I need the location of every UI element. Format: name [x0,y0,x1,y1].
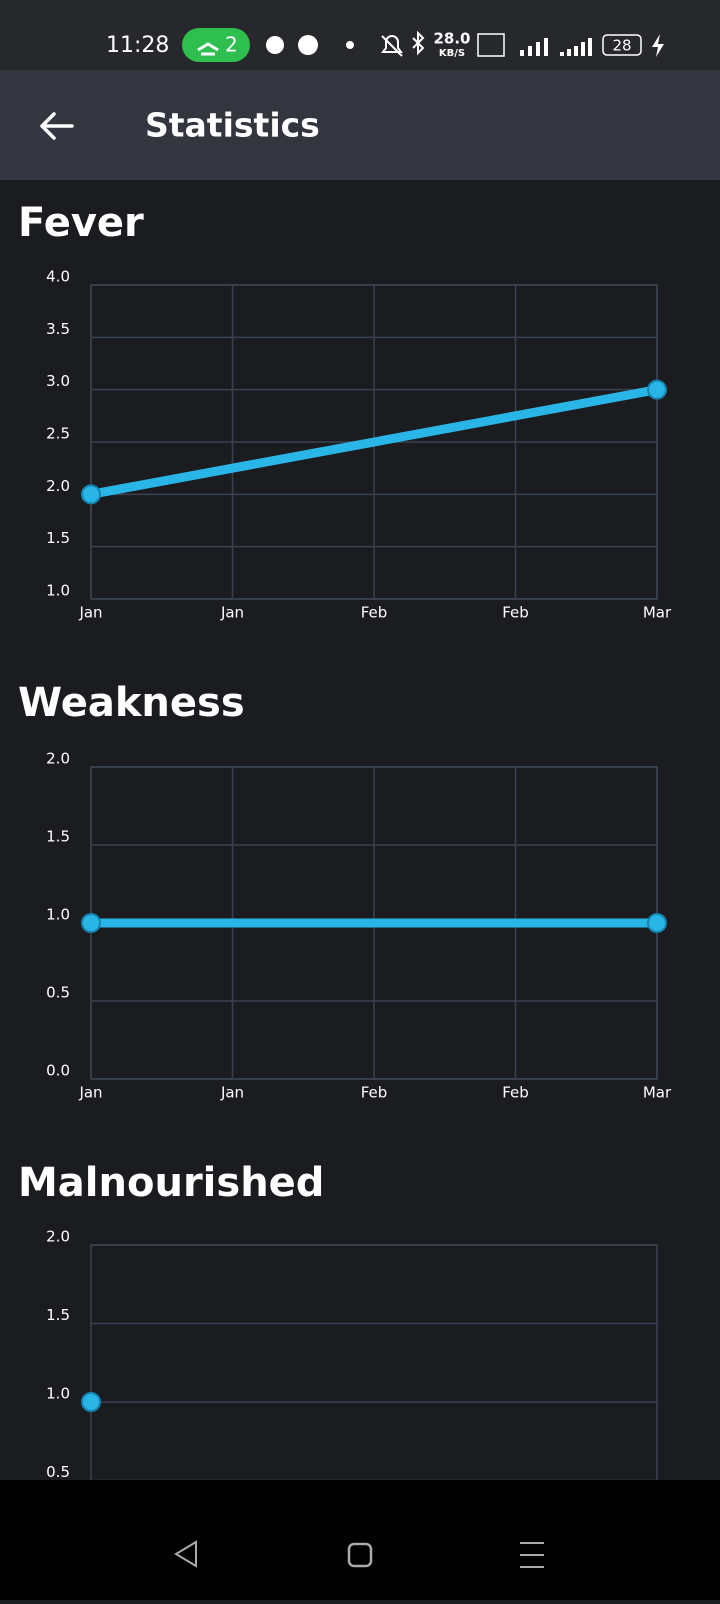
hotspot-pill [182,28,250,62]
nav-bar [0,1480,720,1600]
y-tick-label: 2.5 [46,425,70,443]
x-tick-label: Feb [361,604,388,622]
x-tick-label: Jan [220,1084,244,1102]
content: Fever 1.0 1.5 2.0 2.5 3.0 3.5 4.0 Jan Jan Feb Feb Ma… [18,200,672,1481]
app-title: Statistics [145,106,320,145]
back-button[interactable] [40,112,74,140]
y-tick-label: 1.5 [46,529,70,547]
snapchat-icon [266,36,284,54]
battery-level: 28 [612,37,631,55]
hotspot-icon [197,42,219,56]
y-tick-label: 2.0 [46,750,70,768]
y-tick-label: 1.0 [46,582,70,600]
x-tick-label: Feb [502,1084,529,1102]
data-point [81,484,101,505]
dot [346,41,354,49]
nav-menu[interactable] [520,1542,544,1568]
net-speed: 28.0 [433,30,470,48]
y-tick-label: 1.5 [46,1306,70,1324]
x-tick-label: Jan [220,604,244,622]
chart-title: Fever [18,200,144,246]
data-point [81,913,101,933]
y-tick-label: 2.0 [46,1228,70,1246]
y-tick-label: 4.0 [46,268,70,286]
data-point [647,913,667,933]
app-bar [0,70,720,180]
y-tick-label: 1.0 [46,1385,70,1403]
y-tick-label: 2.0 [46,477,70,495]
bluetooth-icon [412,30,425,56]
y-tick-label: 0.0 [46,1062,70,1080]
chart-title: Malnourished [18,1160,324,1206]
y-tick-label: 1.5 [46,828,70,846]
status-bar [0,0,720,70]
nav-home[interactable] [347,1542,373,1568]
charging-icon [652,34,664,57]
y-tick-label: 3.0 [46,372,70,390]
x-tick-label: Jan [78,604,102,622]
y-tick-label: 3.5 [46,320,70,338]
x-tick-label: Mar [643,1084,672,1102]
data-point [647,379,667,400]
nav-back[interactable] [174,1540,197,1568]
chart-title: Weakness [18,680,245,726]
signal-icon [520,38,592,56]
x-tick-label: Feb [361,1084,388,1102]
y-tick-label: 0.5 [46,984,70,1002]
x-tick-label: Feb [502,604,529,622]
clock: 11:28 [106,33,169,58]
volte-icon [477,33,505,57]
mute-icon [381,35,403,57]
data-point [81,1392,101,1412]
x-tick-label: Jan [78,1084,102,1102]
y-tick-label: 1.0 [46,906,70,924]
data-line [90,385,658,499]
battery-icon [602,34,642,56]
jio-icon [298,35,318,55]
hotspot-count: 2 [225,33,238,57]
net-speed-unit: KB/S [439,48,465,59]
x-tick-label: Mar [643,604,672,622]
y-tick-label: 0.5 [46,1463,70,1481]
